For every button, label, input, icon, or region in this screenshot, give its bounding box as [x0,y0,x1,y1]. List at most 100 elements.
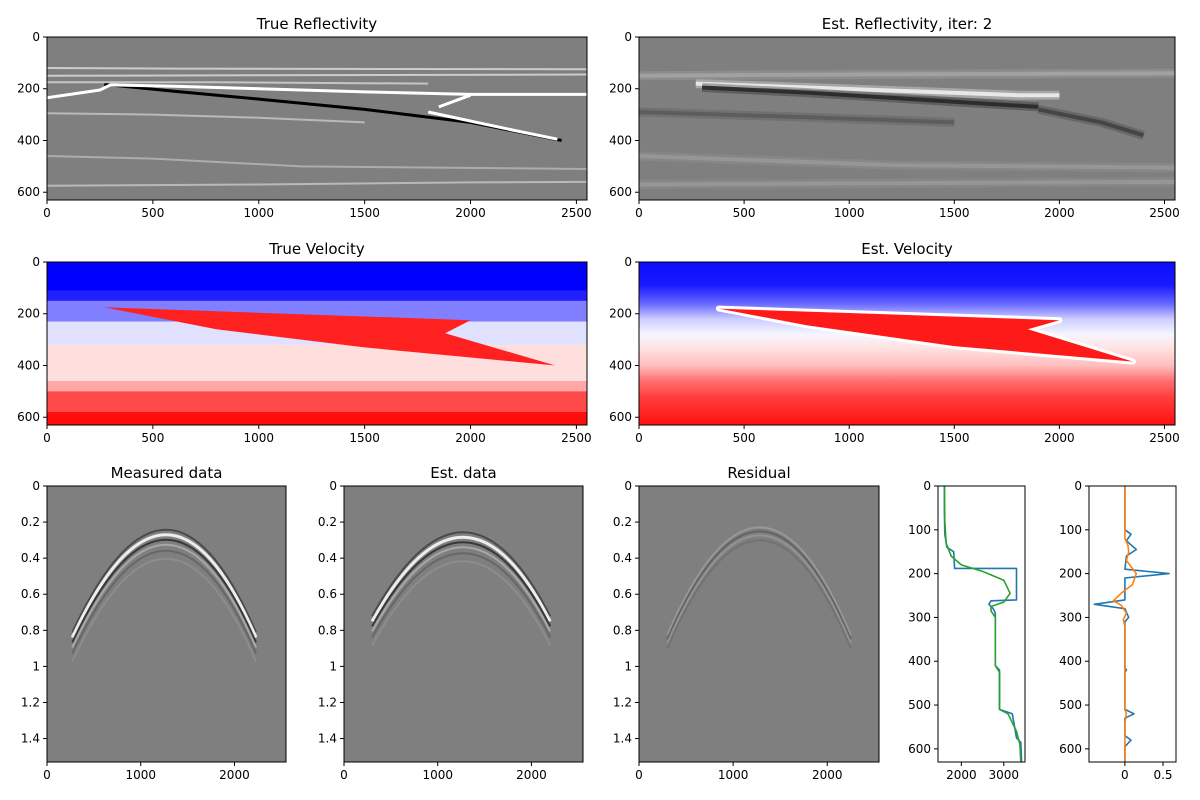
y-tick-label: 0.6 [21,587,40,601]
x-tick-label: 0.5 [1153,768,1172,782]
plot-area [639,262,1175,425]
plot-area [1093,486,1170,762]
y-tick-label: 500 [1059,698,1082,712]
velocity-wedge [718,308,1133,362]
y-tick-label: 0.8 [613,623,632,637]
seismic-event [71,538,257,643]
reflector-line [47,73,587,77]
y-tick-label: 1.4 [21,732,40,746]
seismic-event [371,560,552,646]
y-tick-label: 0.2 [21,515,40,529]
y-tick-label: 300 [1059,610,1082,624]
x-tick-label: 1000 [422,768,453,782]
y-tick-label: 0 [32,255,40,269]
reflector-event [702,85,1039,109]
y-tick-label: 0 [32,479,40,493]
y-tick-label: 0 [624,479,632,493]
velocity-layer [47,381,587,392]
seismic-event [71,543,257,648]
plot-area [639,486,879,762]
axes-frame [46,36,588,201]
reflector-event [1037,107,1145,138]
y-tick-label: 400 [17,133,40,147]
y-tick-label: 1 [624,659,632,673]
seismic-event [371,552,552,638]
x-tick-label: 2000 [1044,206,1075,220]
y-tick-label: 300 [908,610,931,624]
y-tick-label: 600 [908,742,931,756]
y-tick-label: 200 [609,82,632,96]
velocity-layer [47,412,587,425]
x-tick-label: 1000 [834,431,865,445]
velocity-layer [47,262,587,291]
x-tick-label: 2500 [561,206,592,220]
x-tick-label: 2500 [561,431,592,445]
y-tick-label: 600 [17,185,40,199]
plot-area [47,37,587,200]
seismic-event [666,526,852,636]
seismic-event [71,549,257,654]
y-tick-label: 0 [624,30,632,44]
seismic-event [71,557,257,662]
panel-title: Est. data [430,464,497,482]
y-tick-label: 400 [908,654,931,668]
y-tick-label: 600 [17,410,40,424]
y-tick-label: 0.4 [318,551,337,565]
reflector-line [47,67,587,71]
plot-area [344,486,583,762]
series-line-1 [943,486,1023,762]
y-tick-label: 0 [1074,479,1082,493]
axes-frame [1088,485,1177,763]
x-tick-label: 2000 [812,768,843,782]
y-tick-label: 0 [329,479,337,493]
seismic-event [666,539,852,649]
y-tick-label: 100 [1059,523,1082,537]
x-tick-label: 500 [141,206,164,220]
seismic-event [370,535,552,623]
x-tick-label: 500 [733,431,756,445]
x-tick-label: 1000 [243,206,274,220]
y-tick-label: 0 [32,30,40,44]
reflector-line [47,81,429,85]
reflector-event [695,81,1060,98]
panel-2: 0 500 1000 1500 2000 2500 0 200 400 600 Est. Refle… [609,15,1180,220]
y-tick-label: 0.4 [613,551,632,565]
x-tick-label: 0 [635,431,643,445]
plot-area [47,262,587,425]
y-tick-label: 400 [609,358,632,372]
x-tick-label: 1500 [939,431,970,445]
x-tick-label: 2000 [455,206,486,220]
panel-3: 0 500 1000 1500 2000 2500 0 200 400 600 True Veloc… [17,240,592,445]
panel-title: Est. Reflectivity, iter: 2 [822,15,993,33]
panel-8: 2000 3000 0 100 200 300 400 500 600 [908,479,1026,782]
x-tick-label: 2000 [1044,431,1075,445]
x-tick-label: 2000 [219,768,250,782]
x-tick-label: 2000 [516,768,547,782]
x-tick-label: 1500 [939,206,970,220]
y-tick-label: 1.4 [613,732,632,746]
y-tick-label: 400 [609,133,632,147]
x-tick-label: 0 [635,206,643,220]
panel-1: 0 500 1000 1500 2000 2500 0 200 400 600 True Refle… [17,15,592,220]
y-tick-label: 500 [908,698,931,712]
x-tick-label: 2000 [455,431,486,445]
series-line-1 [1093,486,1170,762]
x-tick-label: 1500 [349,431,380,445]
seismic-event [70,533,258,639]
y-tick-label: 200 [908,567,931,581]
reflector-event [639,154,1175,170]
y-tick-label: 400 [1059,654,1082,668]
seismic-event [71,528,257,633]
reflector-event [639,71,1175,78]
plot-area [47,486,286,762]
velocity-layer [47,344,587,382]
series-line-2 [1112,486,1138,762]
velocity-wedge [104,307,556,366]
y-tick-label: 1 [329,659,337,673]
panel-7: 0 1000 2000 0 0.2 0.4 0.6 0.8 1 1.2 1.4 Residual [613,464,880,782]
seismic-event [371,541,552,627]
reflector-line [47,155,587,170]
y-tick-label: 1.4 [318,732,337,746]
seismic-event [666,530,852,640]
